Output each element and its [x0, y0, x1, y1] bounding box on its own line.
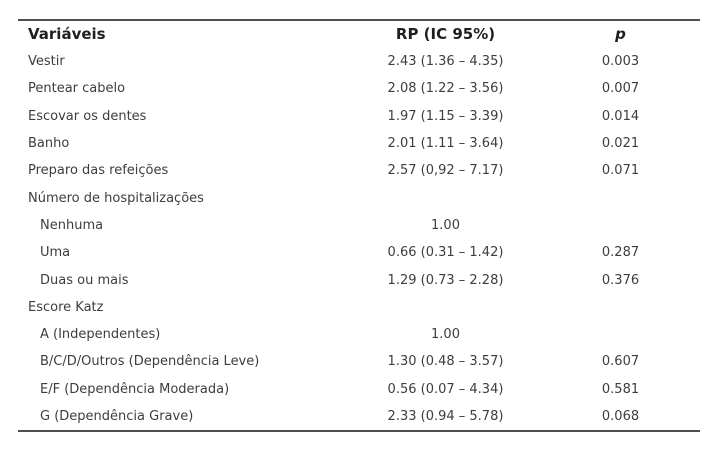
rp-value: 2.01 (1.11 – 3.64) [387, 136, 504, 152]
row-label: Pentear cabelo [28, 81, 126, 97]
table-row: Escore Katz [18, 294, 700, 321]
row-label: B/C/D/Outros (Dependência Leve) [40, 354, 260, 370]
rp-value: 0.56 (0.07 – 4.34) [387, 381, 504, 397]
p-value: 0.068 [601, 409, 640, 424]
rp-value: 2.33 (0.94 – 5.78) [387, 409, 504, 424]
row-label: Número de hospitalizações [28, 190, 204, 206]
table-row: Nenhuma 1.00 [18, 212, 700, 239]
table-row: Preparo das refeições 2.57 (0,92 – 7.17)… [18, 157, 700, 184]
table-row: E/F (Dependência Moderada) 0.56 (0.07 – … [18, 376, 700, 403]
row-label: Nenhuma [40, 217, 104, 233]
p-value: 0.607 [601, 354, 640, 370]
p-value: 0.007 [601, 81, 640, 97]
row-label: Escore Katz [28, 299, 104, 315]
table-top-rule [18, 19, 700, 21]
row-label: Banho [28, 136, 70, 152]
row-label: Escovar os dentes [28, 108, 147, 124]
table-row: Número de hospitalizações [18, 184, 700, 211]
rp-value: 2.08 (1.22 – 3.56) [387, 81, 504, 97]
rp-value: 1.30 (0.48 – 3.57) [387, 354, 504, 370]
rp-value: 1.00 [431, 327, 460, 343]
table-row: G (Dependência Grave) 2.33 (0.94 – 5.78)… [18, 403, 700, 430]
p-value: 0.021 [601, 136, 640, 152]
row-label: Preparo das refeições [28, 163, 169, 179]
rp-value: 1.97 (1.15 – 3.39) [387, 108, 504, 124]
p-value: 0.376 [601, 272, 640, 288]
col-header-p: p [615, 25, 626, 43]
row-label: A (Independentes) [40, 327, 161, 343]
rp-value: 2.43 (1.36 – 4.35) [387, 54, 504, 70]
rp-value: 0.66 (0.31 – 1.42) [387, 245, 504, 261]
table-row: Duas ou mais 1.29 (0.73 – 2.28) 0.376 [18, 266, 700, 293]
col-header-rp-ic95: RP (IC 95%) [395, 25, 496, 43]
table-row: Banho 2.01 (1.11 – 3.64) 0.021 [18, 130, 700, 157]
p-value: 0.014 [601, 108, 640, 124]
table-row: Uma 0.66 (0.31 – 1.42) 0.287 [18, 239, 700, 266]
table-row: Vestir 2.43 (1.36 – 4.35) 0.003 [18, 48, 700, 75]
rp-value: 2.57 (0,92 – 7.17) [387, 163, 504, 179]
row-label: E/F (Dependência Moderada) [40, 381, 230, 397]
table-row: Pentear cabelo 2.08 (1.22 – 3.56) 0.007 [18, 75, 700, 102]
results-table: Variáveis RP (IC 95%) p Vestir 2.43 (1.3… [18, 19, 700, 433]
p-value: 0.003 [601, 54, 640, 70]
rp-value: 1.29 (0.73 – 2.28) [387, 272, 504, 288]
table-header-row: Variáveis RP (IC 95%) p [18, 21, 700, 48]
row-label: Duas ou mais [40, 272, 129, 288]
p-value: 0.071 [601, 163, 640, 179]
table-row: Escovar os dentes 1.97 (1.15 – 3.39) 0.0… [18, 103, 700, 130]
p-value: 0.581 [601, 381, 640, 397]
row-label: G (Dependência Grave) [40, 409, 194, 424]
row-label: Vestir [28, 54, 65, 70]
p-value: 0.287 [601, 245, 640, 261]
table-row: A (Independentes) 1.00 [18, 321, 700, 348]
table-body: Vestir 2.43 (1.36 – 4.35) 0.003 Pentear … [18, 48, 700, 430]
table-row: B/C/D/Outros (Dependência Leve) 1.30 (0.… [18, 348, 700, 375]
col-header-variaveis: Variáveis [28, 25, 106, 43]
table-bottom-rule [18, 430, 700, 433]
row-label: Uma [40, 245, 71, 261]
rp-value: 1.00 [431, 217, 460, 233]
